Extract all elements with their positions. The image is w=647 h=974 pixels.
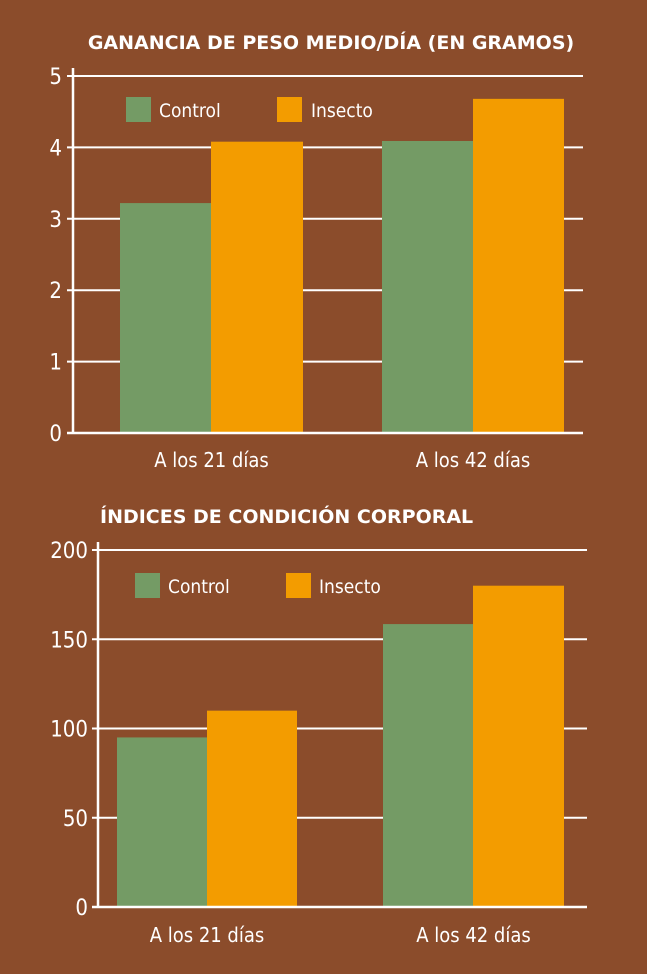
- legend-swatch-control: [126, 97, 151, 122]
- legend-swatch-control: [135, 573, 160, 598]
- y-tick-label: 3: [49, 208, 62, 233]
- x-category-label: A los 21 días: [154, 448, 269, 472]
- bar-control: [383, 624, 473, 907]
- legend-label: Insecto: [319, 576, 381, 598]
- legend-label: Control: [168, 576, 230, 598]
- bar-insecto: [207, 710, 297, 907]
- bar-insecto: [473, 585, 564, 907]
- chart-2: ÍNDICES DE CONDICIÓN CORPORAL 0 50 100 150 20…: [50, 504, 587, 947]
- y-tick-label: 200: [50, 539, 88, 564]
- legend-swatch-insecto: [277, 97, 302, 122]
- bar-insecto: [473, 98, 564, 434]
- bar-insecto: [211, 141, 303, 434]
- y-tick-label: 4: [49, 136, 62, 161]
- legend-swatch-insecto: [286, 573, 311, 598]
- x-category-label: A los 42 días: [416, 448, 531, 472]
- chart-title: ÍNDICES DE CONDICIÓN CORPORAL: [100, 504, 473, 528]
- x-category-label: A los 42 días: [416, 923, 531, 947]
- bar-control: [382, 140, 473, 433]
- y-tick-label: 150: [50, 628, 88, 653]
- bar-control: [117, 737, 207, 907]
- legend-label: Control: [159, 100, 221, 122]
- y-tick-label: 0: [75, 896, 88, 921]
- y-tick-label: 100: [50, 718, 88, 743]
- x-category-label: A los 21 días: [150, 923, 265, 947]
- chart-title: GANANCIA DE PESO MEDIO/DÍA (EN GRAMOS): [88, 31, 574, 54]
- y-tick-label: 50: [63, 807, 88, 832]
- chart-1: GANANCIA DE PESO MEDIO/DÍA (EN GRAMOS) 0 1…: [49, 31, 583, 472]
- y-tick-label: 1: [49, 351, 62, 376]
- y-tick-label: 0: [49, 422, 62, 447]
- legend-label: Insecto: [311, 100, 373, 122]
- y-tick-label: 2: [49, 279, 62, 304]
- y-tick-label: 5: [49, 65, 62, 90]
- bar-control: [120, 203, 211, 433]
